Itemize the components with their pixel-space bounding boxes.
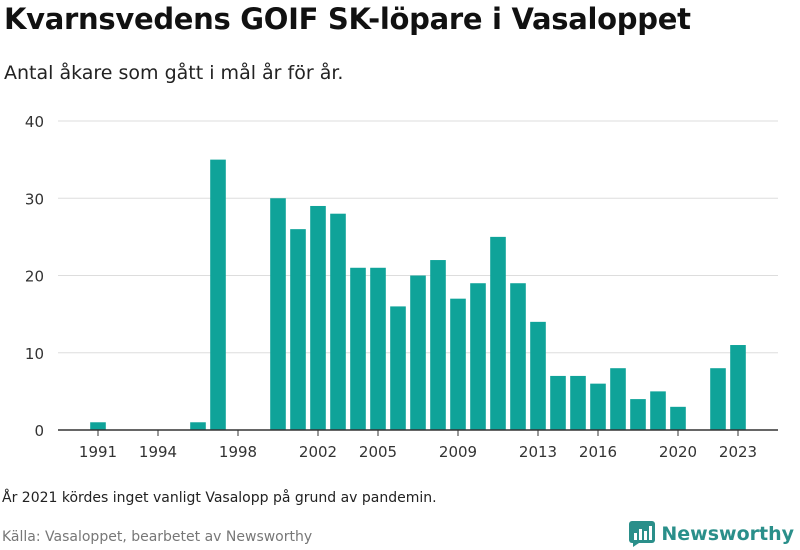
bar: [490, 236, 506, 430]
x-tick-label: 2013: [519, 443, 557, 461]
bar-chart: 0 10 20 30 40 1991 1994 1998 2002 2005 2009 2013 201…: [25, 113, 778, 461]
newsworthy-logo[interactable]: Newsworthy: [629, 518, 794, 550]
y-tick-label: 10: [25, 345, 44, 363]
x-tick-label: 2023: [719, 443, 757, 461]
bar: [670, 406, 686, 430]
x-tick-label: 2009: [439, 443, 477, 461]
bar: [650, 391, 666, 430]
y-tick-label: 20: [25, 268, 44, 286]
x-tick-label: 2020: [659, 443, 697, 461]
bar: [510, 283, 526, 430]
x-tick-label: 1994: [139, 443, 177, 461]
newsworthy-logo-icon: [629, 521, 656, 547]
bar: [390, 306, 406, 430]
bar: [570, 375, 586, 430]
bar: [450, 298, 466, 430]
bar: [210, 159, 226, 430]
bar: [730, 345, 746, 430]
x-tick-label: 1998: [219, 443, 257, 461]
chart-title: Kvarnsvedens GOIF SK-löpare i Vasaloppet: [4, 2, 691, 36]
bar: [610, 368, 626, 430]
x-tick-label: 2016: [579, 443, 617, 461]
bar: [310, 205, 326, 430]
axes: 0 10 20 30 40 1991 1994 1998 2002 2005 2009 2013 201…: [25, 113, 778, 461]
x-tick-label: 2005: [359, 443, 397, 461]
bar: [430, 260, 446, 430]
x-tick-label: 2002: [299, 443, 337, 461]
y-tick-label: 40: [25, 113, 44, 131]
bar: [270, 198, 286, 430]
bar: [190, 422, 206, 430]
bar: [330, 213, 346, 430]
bar: [530, 321, 546, 430]
bars: [90, 159, 746, 430]
bar: [470, 283, 486, 430]
source-credit: Källa: Vasaloppet, bearbetet av Newswort…: [2, 529, 313, 545]
x-tick-label: 1991: [79, 443, 117, 461]
bar: [550, 375, 566, 430]
y-tick-label: 0: [34, 422, 44, 440]
bar: [590, 383, 606, 430]
bar: [410, 275, 426, 430]
bar: [370, 267, 386, 430]
y-tick-label: 30: [25, 190, 44, 208]
bar: [90, 422, 106, 430]
logo-text: Newsworthy: [661, 523, 794, 545]
bar: [290, 229, 306, 430]
bar: [630, 399, 646, 430]
bar: [350, 267, 366, 430]
footnote: År 2021 kördes inget vanligt Vasalopp på…: [2, 490, 437, 506]
chart-subtitle: Antal åkare som gått i mål år för år.: [4, 62, 344, 84]
bar: [710, 368, 726, 430]
